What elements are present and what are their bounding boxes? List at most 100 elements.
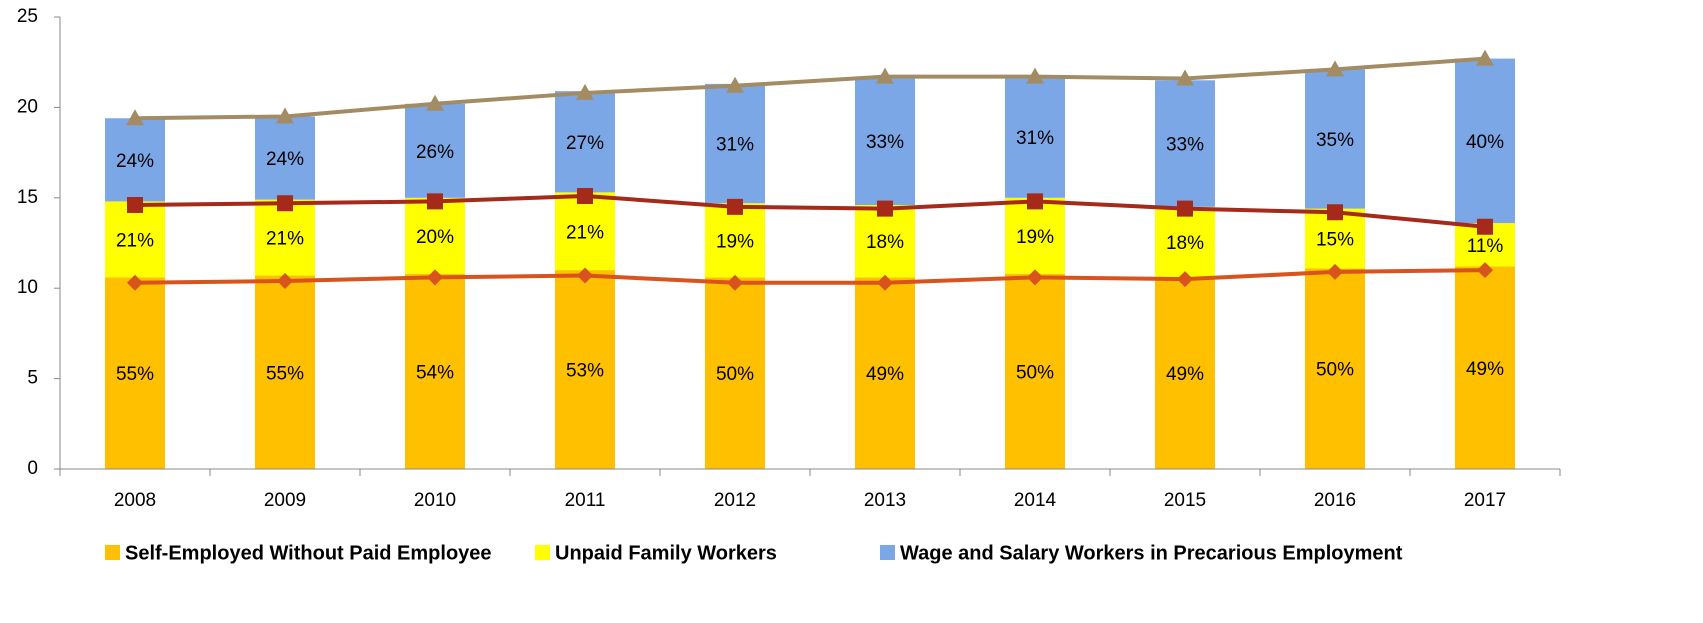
line-marker xyxy=(576,83,594,100)
line-marker xyxy=(1327,204,1343,221)
line-marker xyxy=(426,94,444,111)
line-marker xyxy=(1477,218,1493,235)
x-tick-label: 2008 xyxy=(114,490,156,511)
line-marker xyxy=(577,267,593,284)
bar-segment xyxy=(705,277,765,469)
legend-label: Self-Employed Without Paid Employee xyxy=(125,542,492,564)
line-marker xyxy=(427,193,443,210)
bar-segment xyxy=(1305,268,1365,469)
bar-segment xyxy=(105,201,165,278)
segment-label: 31% xyxy=(1016,128,1054,149)
segment-label: 40% xyxy=(1466,132,1504,153)
bar-segment xyxy=(1155,206,1215,278)
segment-label: 11% xyxy=(1467,236,1504,257)
line xyxy=(134,56,1486,121)
x-tick-label: 2015 xyxy=(1164,490,1206,511)
line-marker xyxy=(1177,200,1193,217)
bar-segment xyxy=(255,199,315,276)
line-marker xyxy=(1027,269,1043,286)
line-marker xyxy=(1026,67,1044,84)
segment-label: 35% xyxy=(1316,130,1354,151)
line-marker xyxy=(1476,49,1494,66)
line-marker xyxy=(1327,263,1343,280)
line-marker xyxy=(727,198,743,215)
bar-segment xyxy=(705,83,765,204)
segment-label: 19% xyxy=(716,231,754,252)
segment-label: 53% xyxy=(566,361,604,382)
line-marker xyxy=(876,67,894,84)
segment-label: 24% xyxy=(116,151,154,172)
x-tick-label: 2014 xyxy=(1014,490,1057,511)
line-marker xyxy=(727,274,743,291)
bar-segment xyxy=(255,275,315,469)
segment-label: 26% xyxy=(416,142,454,163)
segment-label: 20% xyxy=(416,227,454,248)
bar-segment xyxy=(855,76,915,206)
line-marker xyxy=(1027,193,1043,210)
segment-label: 55% xyxy=(116,364,154,385)
x-tick-label: 2012 xyxy=(714,490,756,511)
segment-label: 31% xyxy=(716,135,754,156)
bar-segment xyxy=(1005,197,1065,274)
segment-label: 24% xyxy=(266,149,304,170)
bar-segment xyxy=(855,205,915,278)
line xyxy=(134,268,1486,285)
segment-label: 33% xyxy=(1166,135,1204,156)
y-tick-label: 25 xyxy=(17,6,38,27)
line-marker xyxy=(277,195,293,212)
bar-segment xyxy=(1155,80,1215,207)
line-marker xyxy=(127,197,143,214)
y-tick-label: 0 xyxy=(27,458,38,479)
legend-label: Wage and Salary Workers in Precarious Em… xyxy=(900,542,1403,564)
line-marker xyxy=(427,269,443,286)
bar-segment xyxy=(255,116,315,200)
line-marker xyxy=(1177,271,1193,288)
segment-label: 18% xyxy=(866,232,904,253)
bar-segment xyxy=(1455,266,1515,469)
line-marker xyxy=(1477,262,1493,279)
segment-label: 21% xyxy=(266,229,304,250)
line-marker xyxy=(1326,60,1344,77)
y-tick-label: 15 xyxy=(17,187,38,208)
segment-label: 50% xyxy=(1316,360,1354,381)
legend-swatch xyxy=(105,545,120,560)
segment-label: 15% xyxy=(1316,229,1354,250)
segment-label: 49% xyxy=(1166,364,1204,385)
y-tick-label: 5 xyxy=(27,368,38,389)
bar-segment xyxy=(105,277,165,469)
bar-segment xyxy=(855,277,915,469)
bar-segment xyxy=(1005,76,1065,198)
x-tick-label: 2016 xyxy=(1314,490,1356,511)
bar-segment xyxy=(1155,277,1215,469)
y-tick-label: 20 xyxy=(17,96,38,117)
bar-segment xyxy=(405,273,465,469)
segment-label: 50% xyxy=(1016,362,1054,383)
line-marker xyxy=(577,187,593,204)
x-tick-label: 2011 xyxy=(565,490,606,511)
segment-label: 49% xyxy=(1466,359,1504,380)
bar-segment xyxy=(1005,273,1065,469)
x-tick-label: 2017 xyxy=(1464,490,1506,511)
x-tick-label: 2010 xyxy=(414,490,456,511)
segment-label: 50% xyxy=(716,364,754,385)
segment-label: 33% xyxy=(866,132,904,153)
y-tick-label: 10 xyxy=(17,277,38,298)
legend-label: Unpaid Family Workers xyxy=(555,542,777,564)
bar-segment xyxy=(555,192,615,271)
bar-segment xyxy=(555,91,615,193)
x-tick-label: 2013 xyxy=(864,490,906,511)
line-marker xyxy=(1176,69,1194,86)
segment-label: 21% xyxy=(566,222,604,243)
line-marker xyxy=(877,274,893,291)
bar-segment xyxy=(705,203,765,278)
segment-label: 55% xyxy=(266,363,304,384)
bar-segment xyxy=(405,197,465,274)
x-tick-label: 2009 xyxy=(264,490,306,511)
line xyxy=(134,193,1486,229)
line-marker xyxy=(726,76,744,93)
legend-swatch xyxy=(535,545,550,560)
line-marker xyxy=(276,107,294,124)
segment-label: 54% xyxy=(416,362,454,383)
segment-label: 21% xyxy=(116,230,154,251)
